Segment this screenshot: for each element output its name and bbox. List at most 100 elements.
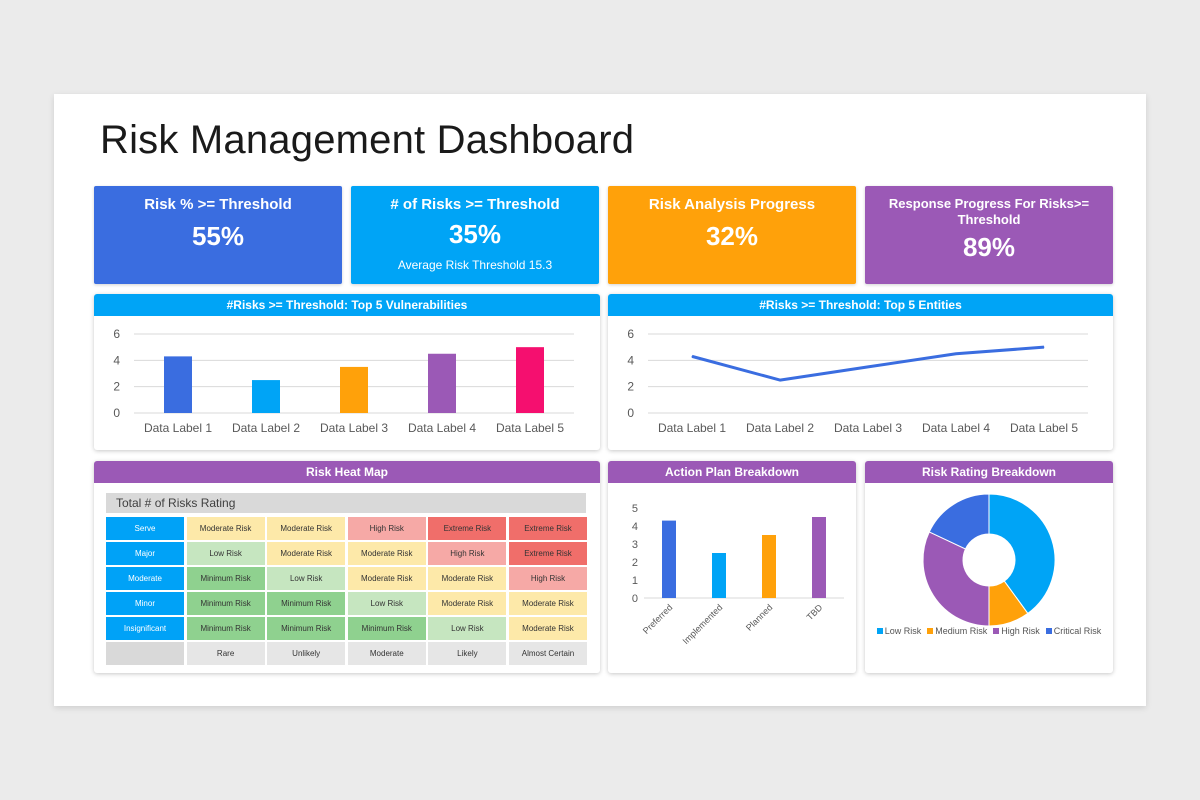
bar <box>812 517 826 598</box>
heat-map-cell: Moderate Risk <box>267 517 346 540</box>
x-tick-label: Data Label 5 <box>1010 421 1078 435</box>
heat-map-cell: Moderate Risk <box>508 617 587 640</box>
heat-map-row-label: Minor <box>106 592 184 615</box>
heat-map-row-label: Serve <box>106 517 184 540</box>
heat-map-row-label: Insignificant <box>106 617 184 640</box>
data-point <box>955 353 957 355</box>
bar <box>164 356 192 413</box>
x-tick-label: Data Label 5 <box>496 421 564 435</box>
heat-map-cell: Minimum Risk <box>186 617 265 640</box>
legend-label: Low Risk <box>884 626 922 636</box>
kpi-label: Risk Analysis Progress <box>648 196 816 213</box>
heat-map-cell: Minimum Risk <box>267 617 346 640</box>
bar <box>712 553 726 598</box>
bar <box>428 353 456 413</box>
y-tick-label: 2 <box>632 557 638 569</box>
heat-map-column-label: Likely <box>428 642 507 665</box>
kpi-card-risk-percent: Risk % >= Threshold 55% <box>94 186 342 284</box>
kpi-value: 55% <box>191 221 245 251</box>
y-tick-label: 1 <box>632 575 638 587</box>
action-plan-bar-chart: 0 1 2 3 4 5 Preferred Implemented Planned TBD <box>632 503 844 646</box>
series-line <box>691 345 1045 382</box>
legend-swatch <box>927 627 934 634</box>
x-tick-label: Data Label 1 <box>144 421 212 435</box>
x-tick-label: Data Label 4 <box>922 421 990 435</box>
heat-map-cell: Moderate Risk <box>428 567 507 590</box>
panel-header: #Risks >= Threshold: Top 5 Entities <box>608 294 1113 316</box>
donut-slice <box>922 531 990 627</box>
x-tick-label: Data Label 2 <box>232 421 300 435</box>
x-tick-label: TBD <box>805 602 825 622</box>
bar <box>340 366 368 413</box>
kpi-subtitle: Average Risk Threshold 15.3 <box>397 258 553 272</box>
data-point <box>779 379 781 381</box>
kpi-label: Response Progress For Risks>= Threshold <box>888 196 1090 227</box>
panel-header: #Risks >= Threshold: Top 5 Vulnerabiliti… <box>94 294 600 316</box>
x-tick-label: Preferred <box>641 602 675 636</box>
heat-map-cell: Minimum Risk <box>186 592 265 615</box>
heat-map-column-label: Unlikely <box>267 642 346 665</box>
heat-map-cell: High Risk <box>428 542 507 565</box>
kpi-value: 35% <box>448 219 502 249</box>
kpi-value: 89% <box>962 232 1016 262</box>
legend-swatch <box>993 627 1000 634</box>
heat-map-table-title: Total # of Risks Rating <box>106 493 586 513</box>
heat-map-row-label: Major <box>106 542 184 565</box>
kpi-card-response-progress: Response Progress For Risks>= Threshold … <box>865 186 1113 284</box>
panel-header: Risk Heat Map <box>94 461 600 483</box>
vulnerabilities-bar-chart: 0 2 4 6 Data Label 1 Data Label 2 Data Label 3… <box>113 327 574 435</box>
panel-header: Action Plan Breakdown <box>608 461 856 483</box>
legend-item: Critical Risk <box>1045 626 1102 636</box>
legend-label: High Risk <box>1001 626 1040 636</box>
bar <box>252 380 280 413</box>
donut-slice <box>928 493 990 550</box>
heat-map-cell: Minimum Risk <box>186 567 265 590</box>
legend-label: Critical Risk <box>1053 626 1102 636</box>
x-tick-label: Data Label 3 <box>834 421 902 435</box>
heat-map-row-label: Moderate <box>106 567 184 590</box>
heat-map-cell: Moderate Risk <box>186 517 265 540</box>
risk-rating-panel: Risk Rating Breakdown Low Risk Medium Ris… <box>865 461 1113 673</box>
data-point <box>1043 346 1045 348</box>
heat-map-cell: Moderate Risk <box>347 567 426 590</box>
y-tick-label: 4 <box>632 521 638 533</box>
heat-map-cell: Extreme Risk <box>508 542 587 565</box>
heat-map-cell: Extreme Risk <box>428 517 507 540</box>
y-tick-label: 0 <box>627 406 634 420</box>
legend-item: High Risk <box>993 626 1040 636</box>
kpi-label: Risk % >= Threshold <box>144 196 292 213</box>
heat-map-cell: Moderate Risk <box>428 592 507 615</box>
x-tick-label: Data Label 4 <box>408 421 476 435</box>
y-tick-label: 6 <box>113 327 120 341</box>
y-tick-label: 6 <box>627 327 634 341</box>
data-point <box>867 366 869 368</box>
heat-map-column-label: Rare <box>186 642 265 665</box>
legend-swatch <box>1045 627 1052 634</box>
kpi-card-analysis-progress: Risk Analysis Progress 32% <box>608 186 856 284</box>
action-plan-panel: Action Plan Breakdown 0 1 2 3 4 5 Preferred Imp… <box>608 461 856 673</box>
heat-map-cell: High Risk <box>508 567 587 590</box>
y-tick-label: 2 <box>113 380 120 394</box>
risk-rating-donut-chart <box>922 493 1056 627</box>
legend-item: Low Risk <box>876 626 922 636</box>
heat-map-cell: Low Risk <box>186 542 265 565</box>
heat-map-cell: Minimum Risk <box>267 592 346 615</box>
heat-map-cell: Low Risk <box>347 592 426 615</box>
page-title: Risk Management Dashboard <box>100 118 635 162</box>
heat-map-cell: Minimum Risk <box>347 617 426 640</box>
bar <box>662 520 676 598</box>
bar <box>762 535 776 598</box>
x-tick-label: Implemented <box>681 602 725 646</box>
kpi-value: 32% <box>705 221 759 251</box>
heat-map-corner <box>106 642 184 665</box>
y-tick-label: 3 <box>632 539 638 551</box>
data-point <box>691 355 693 357</box>
heat-map-grid: Serve Moderate Risk Moderate Risk High Risk… <box>106 517 587 665</box>
heat-map-column-label: Moderate <box>347 642 426 665</box>
heat-map-panel: Risk Heat Map Total # of Risks Rating Se… <box>94 461 600 673</box>
vulnerabilities-chart-panel: #Risks >= Threshold: Top 5 Vulnerabiliti… <box>94 294 600 450</box>
heat-map-cell: Extreme Risk <box>508 517 587 540</box>
x-tick-label: Planned <box>744 602 774 632</box>
legend-item: Medium Risk <box>927 626 987 636</box>
heat-map-cell: Moderate Risk <box>347 542 426 565</box>
